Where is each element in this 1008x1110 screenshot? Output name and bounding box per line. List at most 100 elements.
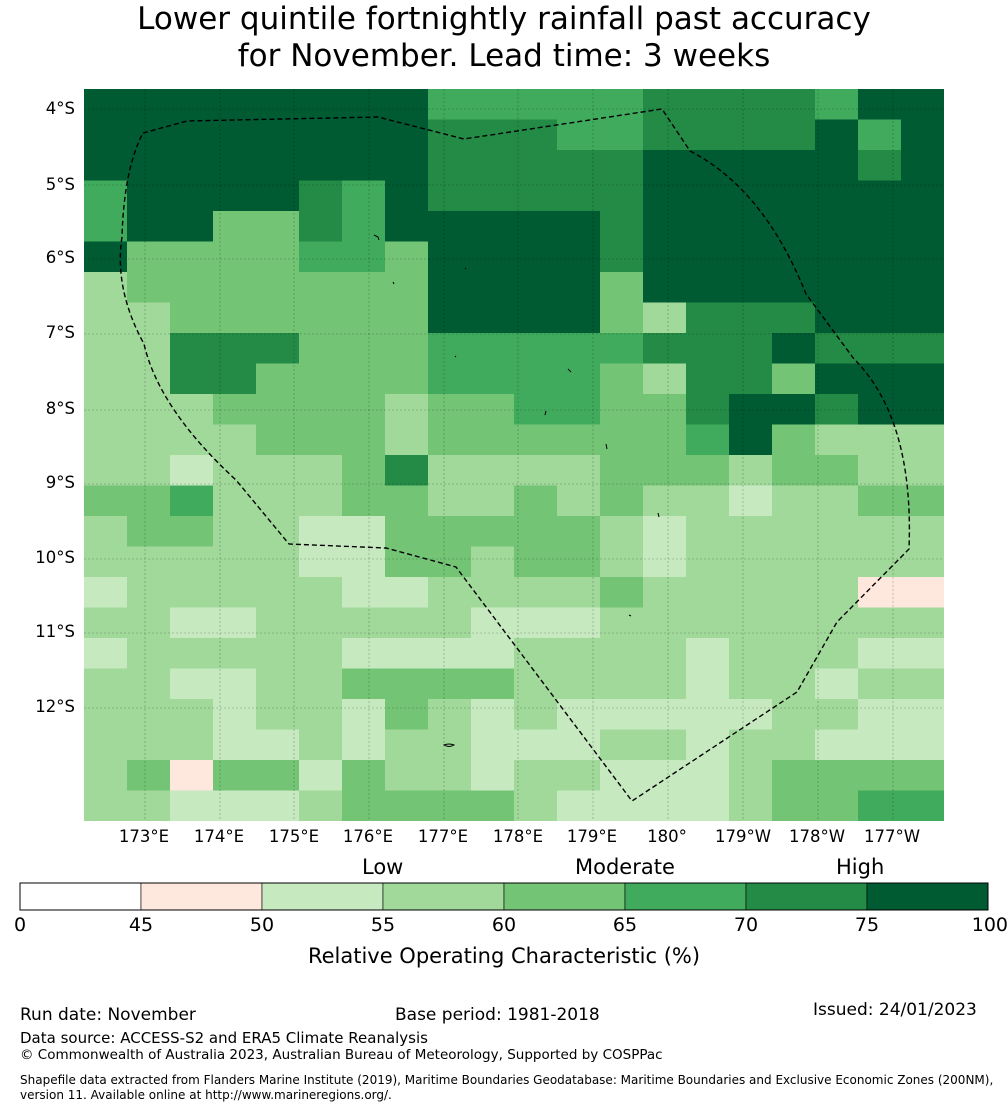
- map-cell: [686, 546, 730, 578]
- map-cell: [643, 180, 687, 212]
- map-cell: [213, 546, 257, 578]
- map-cell: [772, 241, 816, 273]
- map-cell: [84, 180, 128, 212]
- island-outline: [392, 281, 395, 285]
- map-cell: [600, 119, 644, 151]
- map-cell: [471, 211, 515, 243]
- map-cell: [428, 516, 472, 548]
- map-cell: [514, 241, 558, 273]
- map-cell: [385, 729, 429, 761]
- lat-label: 9°S: [45, 473, 75, 492]
- map-cell: [342, 241, 386, 273]
- map-cell: [428, 455, 472, 487]
- map-cell: [686, 607, 730, 639]
- map-cell: [170, 394, 214, 426]
- map-cell: [815, 485, 859, 517]
- map-cell: [686, 455, 730, 487]
- map-cell: [127, 577, 171, 609]
- map-cell: [557, 699, 601, 731]
- map-cell: [901, 485, 944, 517]
- category-label-moderate: Moderate: [575, 855, 675, 879]
- map-cell: [772, 455, 816, 487]
- map-cell: [127, 394, 171, 426]
- map-cell: [471, 363, 515, 395]
- map-cell: [213, 699, 257, 731]
- map-cell: [471, 302, 515, 334]
- map-cell: [256, 394, 300, 426]
- map-cell: [299, 790, 343, 821]
- map-cell: [729, 638, 773, 670]
- map-cell: [686, 150, 730, 182]
- map-cell: [901, 424, 944, 456]
- map-cell: [170, 302, 214, 334]
- colorbar-tick: 50: [249, 914, 275, 936]
- colorbar-segment: [382, 882, 505, 911]
- map-cell: [729, 333, 773, 365]
- map-cell: [772, 516, 816, 548]
- data-source: Data source: ACCESS-S2 and ERA5 Climate …: [20, 1029, 428, 1047]
- map-cell: [643, 272, 687, 304]
- map-cell: [213, 638, 257, 670]
- map-cell: [428, 150, 472, 182]
- lon-label: 178°E: [492, 827, 544, 846]
- map-cell: [686, 638, 730, 670]
- map-cell: [299, 363, 343, 395]
- map-cell: [84, 455, 128, 487]
- map-cell: [600, 89, 644, 121]
- map-cell: [557, 241, 601, 273]
- map-cell: [901, 577, 944, 609]
- map-cell: [514, 302, 558, 334]
- map-cell: [514, 638, 558, 670]
- map-cell: [901, 302, 944, 334]
- map-cell: [858, 119, 902, 151]
- island-outline: [605, 443, 608, 450]
- map-cell: [686, 180, 730, 212]
- colorbar-tick: 75: [854, 914, 880, 936]
- map-cell: [256, 89, 300, 121]
- map-cell: [342, 272, 386, 304]
- map-cell: [342, 638, 386, 670]
- map-cell: [213, 272, 257, 304]
- map-cell: [127, 180, 171, 212]
- map-cell: [256, 302, 300, 334]
- map-cell: [686, 485, 730, 517]
- map-cell: [213, 424, 257, 456]
- map-cell: [256, 760, 300, 792]
- map-cell: [342, 333, 386, 365]
- map-cell: [643, 546, 687, 578]
- map-cell: [600, 363, 644, 395]
- map-cell: [729, 89, 773, 121]
- map-cell: [815, 668, 859, 700]
- map-cell: [901, 790, 944, 821]
- map-cell: [471, 546, 515, 578]
- map-cell: [815, 455, 859, 487]
- map-cell: [84, 363, 128, 395]
- map-cell: [643, 119, 687, 151]
- map-cell: [213, 394, 257, 426]
- map-cell: [815, 150, 859, 182]
- map-cell: [901, 241, 944, 273]
- map-cell: [84, 699, 128, 731]
- map-cell: [729, 729, 773, 761]
- map-cell: [858, 607, 902, 639]
- colorbar-tick: 60: [491, 914, 517, 936]
- map-cell: [729, 424, 773, 456]
- map-cell: [84, 638, 128, 670]
- lat-label: 5°S: [45, 175, 75, 194]
- map-cell: [600, 668, 644, 700]
- map-cell: [385, 546, 429, 578]
- colorbar-segment: [745, 882, 868, 911]
- island-outline: [567, 368, 572, 373]
- map-cell: [84, 577, 128, 609]
- map-cell: [256, 150, 300, 182]
- island-outline: [373, 234, 380, 241]
- map-cell: [729, 394, 773, 426]
- map-cell: [170, 638, 214, 670]
- map-cell: [514, 607, 558, 639]
- map-cell: [514, 577, 558, 609]
- map-cell: [815, 577, 859, 609]
- map-cell: [213, 455, 257, 487]
- map-cell: [514, 516, 558, 548]
- colorbar-tick: 100: [971, 914, 1008, 936]
- map-cell: [772, 180, 816, 212]
